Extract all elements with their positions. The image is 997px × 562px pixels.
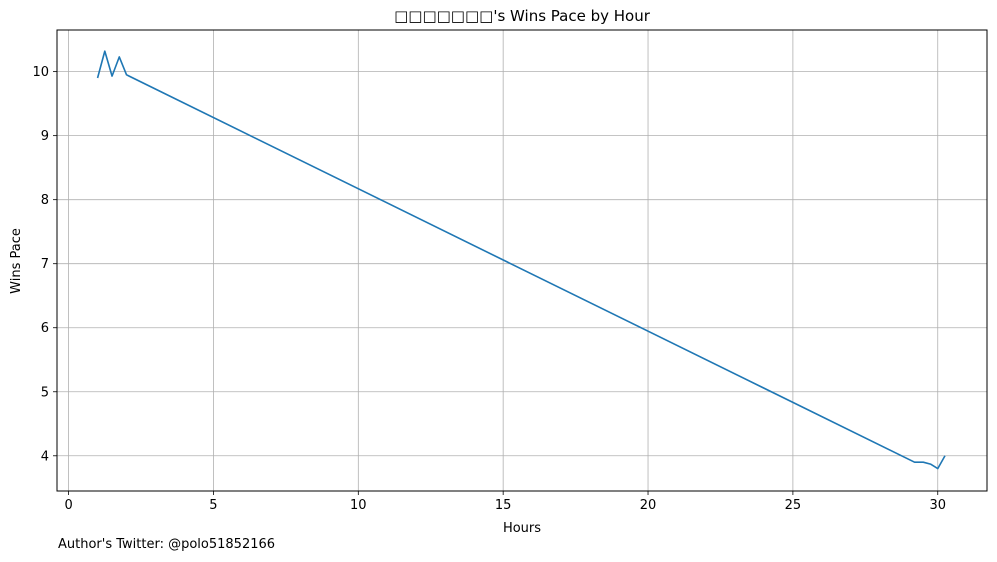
y-tick-label: 9 bbox=[41, 129, 49, 144]
x-tick-label: 10 bbox=[350, 498, 367, 513]
y-tick-label: 10 bbox=[32, 65, 49, 80]
x-tick-label: 30 bbox=[929, 498, 946, 513]
chart-title: □□□□□□□'s Wins Pace by Hour bbox=[394, 7, 651, 25]
author-twitter-note: Author's Twitter: @polo51852166 bbox=[58, 537, 276, 552]
x-tick-label: 25 bbox=[785, 498, 802, 513]
y-tick-label: 8 bbox=[41, 193, 49, 208]
series-layer bbox=[96, 50, 946, 470]
x-tick-label: 0 bbox=[64, 498, 72, 513]
y-axis-title: Wins Pace bbox=[9, 228, 24, 294]
wins-pace-line bbox=[96, 50, 946, 470]
plot-frame bbox=[56, 29, 988, 492]
y-tick-label: 6 bbox=[41, 321, 49, 336]
x-tick-label: 5 bbox=[209, 498, 217, 513]
y-tick-label: 5 bbox=[41, 385, 49, 400]
x-axis-title: Hours bbox=[503, 521, 541, 536]
x-tick-label: 20 bbox=[640, 498, 657, 513]
axis-ticks: 0 5 10 15 20 25 30 4 5 6 7 8 9 10 bbox=[32, 65, 946, 513]
y-tick-label: 7 bbox=[41, 257, 49, 272]
x-tick-label: 15 bbox=[495, 498, 512, 513]
y-tick-label: 4 bbox=[41, 449, 49, 464]
grid-lines bbox=[57, 30, 987, 491]
